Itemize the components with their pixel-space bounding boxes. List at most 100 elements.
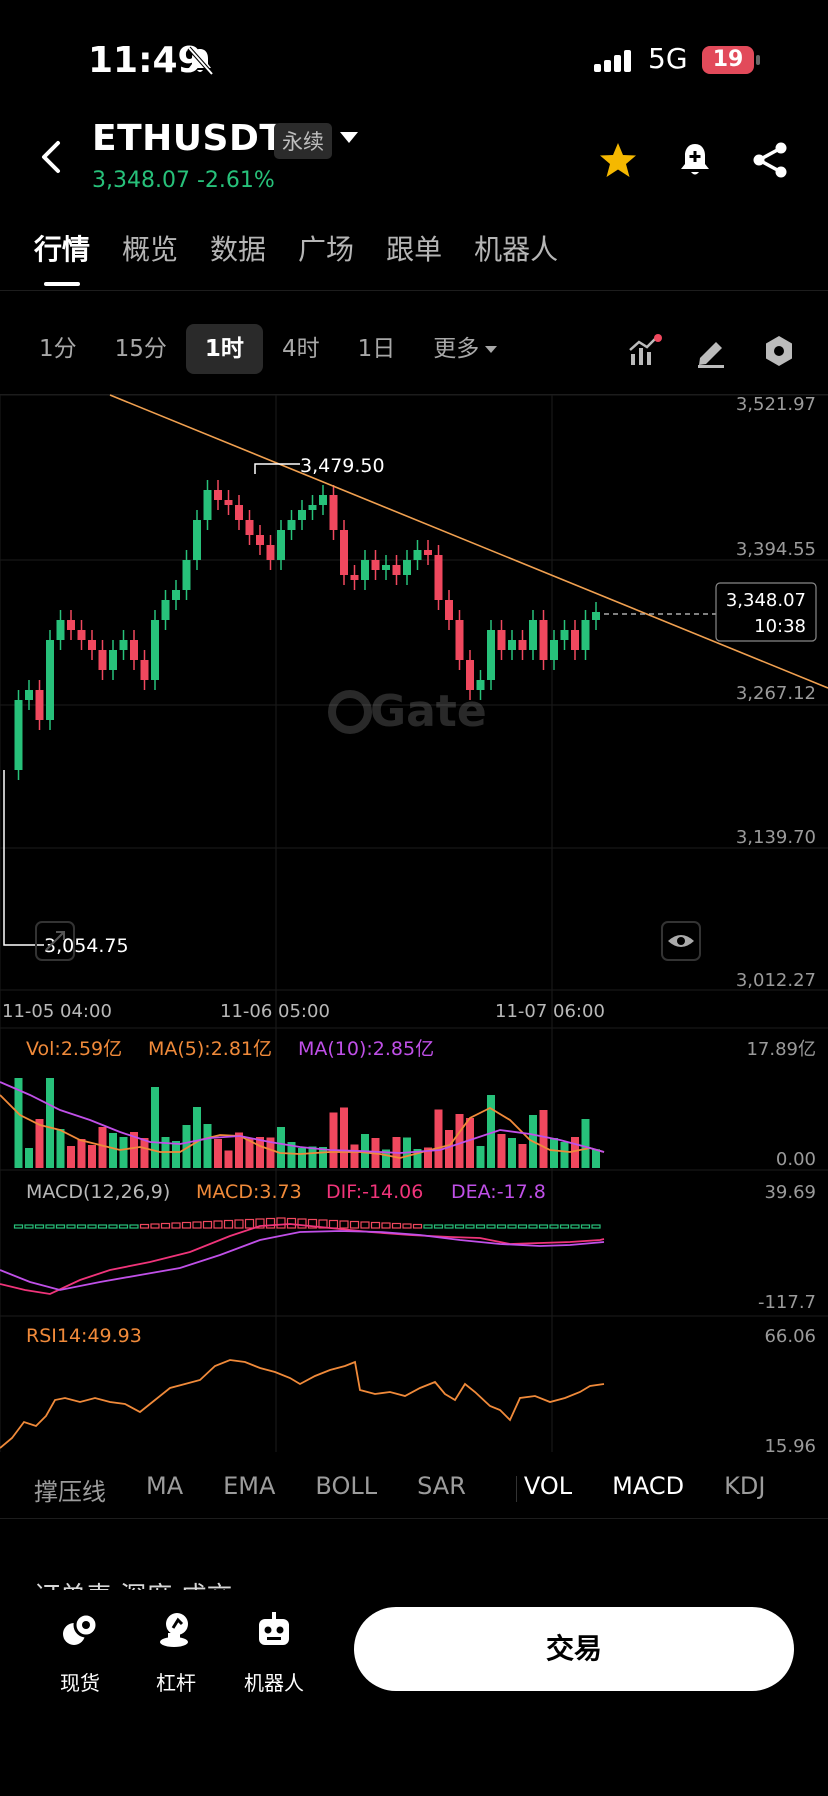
indicator-icon[interactable] (628, 334, 662, 368)
macd-bar (34, 1224, 45, 1229)
ind-tab-vol[interactable]: VOL (523, 1472, 573, 1500)
settings-icon[interactable] (762, 334, 796, 368)
volume-bar (298, 1148, 306, 1168)
candle (466, 650, 474, 700)
volume-bar (46, 1078, 54, 1168)
candle (235, 495, 243, 530)
volume-bar (109, 1133, 117, 1168)
eye-icon[interactable] (661, 921, 701, 961)
candle (214, 480, 222, 510)
low-marker: 3,054.75 (44, 935, 129, 957)
timeframe-bar: 1分 15分 1时 4时 1日 更多 (20, 324, 516, 374)
nav-robot[interactable]: 机器人 (234, 1610, 314, 1696)
kline-chart[interactable]: Gate 3,521.97 3,394.55 3,267.12 3,139.70… (0, 394, 828, 1454)
candle (403, 550, 411, 585)
volume-bar (56, 1129, 65, 1168)
candlesticks (14, 480, 600, 780)
candle (539, 610, 548, 670)
candle (88, 630, 96, 660)
volume-bar (235, 1132, 243, 1168)
star-icon[interactable] (598, 140, 638, 180)
pair-dropdown-icon[interactable] (340, 132, 358, 143)
tab-overview[interactable]: 概览 (122, 233, 179, 266)
candle (224, 490, 233, 515)
pair-symbol[interactable]: ETHUSDT (92, 118, 285, 159)
tab-bots[interactable]: 机器人 (474, 233, 559, 266)
timeframe-1m[interactable]: 1分 (39, 336, 77, 362)
candle (256, 525, 264, 555)
timeframe-4h[interactable]: 4时 (281, 336, 320, 362)
macd-bar (45, 1224, 55, 1229)
volume-bar (256, 1137, 264, 1168)
volume-bar (193, 1107, 201, 1168)
ind-tab-sar[interactable]: SAR (417, 1472, 466, 1500)
ind-tab-boll[interactable]: BOLL (315, 1472, 378, 1500)
timeframe-more[interactable]: 更多 (414, 324, 516, 374)
tab-square[interactable]: 广场 (298, 233, 355, 266)
macd-value: MACD:3.73 (196, 1181, 302, 1203)
chevron-down-icon (485, 346, 498, 353)
tab-copy-trading[interactable]: 跟单 (386, 233, 443, 266)
share-icon[interactable] (750, 140, 790, 180)
ind-tab-ema[interactable]: EMA (223, 1472, 276, 1500)
x-label: 11-06 05:00 (220, 1001, 330, 1022)
timeframe-more-label: 更多 (433, 336, 480, 362)
volume-bar (98, 1127, 107, 1168)
macd-bar (139, 1223, 150, 1229)
y-label: 3,139.70 (736, 827, 816, 848)
volume-bar (35, 1119, 44, 1168)
back-icon[interactable] (34, 140, 68, 174)
trade-button[interactable]: 交易 (354, 1607, 794, 1691)
nav-margin-label: 杠杆 (156, 1671, 196, 1695)
macd-dif-line (0, 1223, 605, 1295)
volume-bar (539, 1110, 548, 1168)
timeframe-1h[interactable]: 1时 (185, 324, 263, 374)
macd-bar (370, 1221, 381, 1229)
low-marker-line (3, 770, 44, 946)
macd-bar (517, 1224, 528, 1229)
divider (0, 1518, 828, 1519)
candle (203, 480, 212, 530)
macd-bar (213, 1220, 223, 1229)
volume-bar (203, 1124, 212, 1168)
ind-tab-support-resistance[interactable]: 撑压线 (34, 1478, 106, 1506)
candle (266, 535, 275, 570)
nav-spot[interactable]: 现货 (40, 1610, 120, 1696)
ind-tab-ma[interactable]: MA (146, 1472, 184, 1500)
price-change: -2.61% (196, 168, 275, 193)
volume-bar (550, 1138, 558, 1168)
macd-bar (454, 1224, 465, 1229)
ind-tab-macd[interactable]: MACD (612, 1472, 685, 1500)
volume-bar (308, 1146, 317, 1168)
candle (319, 485, 327, 515)
volume-bar (445, 1130, 453, 1168)
volume-bar (508, 1138, 516, 1168)
candle (424, 540, 432, 565)
ind-tab-kdj[interactable]: KDJ (724, 1472, 766, 1500)
candle (245, 510, 254, 545)
vol-min: 0.00 (776, 1149, 816, 1170)
timeframe-15m[interactable]: 15分 (114, 336, 167, 362)
rsi-max: 66.06 (764, 1326, 816, 1347)
main-tabs: 行情 概览 数据 广场 跟单 机器人 (34, 228, 558, 268)
expand-chart-icon[interactable] (35, 921, 75, 961)
macd-bar (580, 1224, 591, 1229)
macd-bar (118, 1224, 129, 1229)
timeframe-1d[interactable]: 1日 (357, 336, 396, 362)
macd-bar (244, 1218, 255, 1229)
tab-data[interactable]: 数据 (210, 233, 267, 266)
tab-market[interactable]: 行情 (34, 233, 91, 266)
macd-bar (66, 1224, 76, 1229)
macd-dea: DEA:-17.8 (451, 1181, 546, 1203)
macd-bar (108, 1224, 118, 1229)
trend-line[interactable] (109, 394, 828, 689)
macd-bar (391, 1222, 402, 1229)
indicator-divider (516, 1476, 517, 1502)
nav-margin[interactable]: 杠杆 (136, 1610, 216, 1696)
bell-plus-icon[interactable] (676, 140, 714, 180)
draw-tool-icon[interactable] (694, 334, 728, 368)
macd-bar (559, 1224, 570, 1229)
macd-bar (181, 1221, 192, 1229)
candle (77, 620, 86, 650)
x-label: 11-07 06:00 (495, 1001, 605, 1022)
